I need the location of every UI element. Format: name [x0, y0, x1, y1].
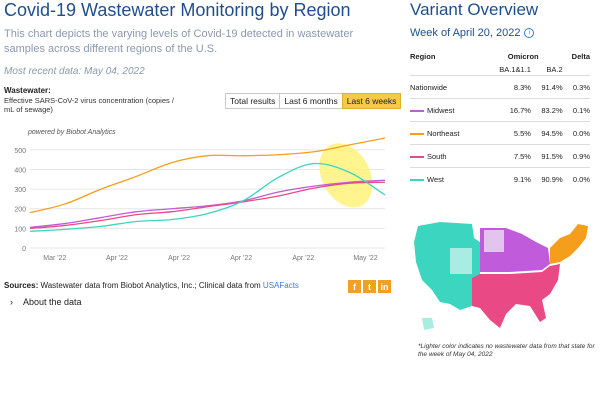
variant-ba2-value: 94.5%	[530, 121, 563, 145]
variant-row: South 7.5% 91.5% 0.9%	[410, 144, 590, 168]
wastewater-label: Wastewater:	[4, 86, 51, 95]
series-line-northeast	[29, 137, 386, 214]
variant-ba1-value: 16.7%	[483, 98, 531, 122]
variant-ba1-value: 7.5%	[483, 144, 531, 168]
chart-series	[29, 137, 386, 232]
variant-ba2-value: 83.2%	[530, 98, 563, 122]
variant-row: West 9.1% 90.9% 0.0%	[410, 167, 590, 190]
map-northeast	[550, 224, 588, 264]
sources-text: Wastewater data from Biobot Analytics, I…	[38, 281, 263, 290]
region-name: Midwest	[427, 105, 455, 115]
powered-by: powered by Biobot Analytics	[28, 129, 116, 136]
series-line-midwest	[29, 179, 386, 229]
x-tick-label: Apr '22	[292, 255, 314, 262]
region-name: Nationwide	[410, 82, 448, 92]
col-region: Region	[410, 52, 436, 61]
x-tick-label: Apr '22	[106, 255, 128, 262]
tab-last-6-months[interactable]: Last 6 months	[279, 93, 343, 109]
x-tick-label: Mar '22	[43, 255, 66, 262]
variant-week: Week of April 20, 2022 i	[410, 27, 535, 39]
variant-region: West	[410, 167, 484, 190]
col-ba1: BA.1&1.1	[499, 64, 531, 74]
chart-description: This chart depicts the varying levels of…	[4, 28, 354, 55]
y-tick-label: 400	[14, 167, 26, 174]
col-delta: Delta	[571, 52, 590, 61]
map-west-light	[450, 248, 472, 274]
about-data-toggle[interactable]: › About the data	[10, 297, 82, 307]
variant-delta-value: 0.9%	[562, 144, 590, 168]
legend-swatch	[410, 155, 424, 158]
map-midwest-light	[484, 230, 504, 252]
region-name: West	[427, 174, 444, 184]
y-tick-label: 300	[14, 187, 26, 194]
y-tick-label: 0	[22, 246, 26, 253]
variant-ba2-value: 91.5%	[530, 144, 563, 168]
variant-ba1-value: 5.5%	[483, 121, 531, 145]
map-west	[414, 222, 480, 310]
linkedin-icon[interactable]: in	[378, 280, 391, 293]
legend-swatch	[410, 132, 424, 135]
y-tick-label: 100	[14, 226, 26, 233]
variant-region: Nationwide	[410, 75, 484, 99]
variant-delta-value: 0.0%	[562, 167, 590, 190]
page-title: Covid-19 Wastewater Monitoring by Region	[4, 0, 351, 20]
variant-delta-value: 0.1%	[562, 98, 590, 122]
variant-region: Northeast	[410, 121, 484, 145]
variant-row: Midwest 16.7% 83.2% 0.1%	[410, 98, 590, 122]
social-share: f t in	[346, 280, 391, 293]
variant-ba1-value: 8.3%	[483, 75, 531, 99]
legend-swatch	[410, 178, 424, 181]
variant-table: Region Omicron Delta BA.1&1.1 BA.2 Natio…	[410, 50, 590, 190]
series-line-south	[29, 181, 386, 230]
col-ba2: BA.2	[546, 64, 563, 74]
chart-grid	[30, 149, 385, 249]
y-tick-label: 500	[14, 148, 26, 155]
variant-ba2-value: 90.9%	[530, 167, 563, 190]
series-line-west	[29, 162, 386, 232]
week-label: Week of April 20, 2022	[410, 27, 521, 39]
col-omicron: Omicron	[507, 52, 539, 61]
variant-row: Northeast 5.5% 94.5% 0.0%	[410, 121, 590, 145]
wastewater-units: Effective SARS-CoV-2 virus concentration…	[4, 96, 174, 114]
recent-data-date: Most recent data: May 04, 2022	[4, 66, 145, 77]
variant-ba2-value: 91.4%	[530, 75, 563, 99]
variant-region: Midwest	[410, 98, 484, 122]
map-hawaii	[422, 318, 434, 330]
usafacts-link[interactable]: USAFacts	[262, 281, 299, 290]
region-name: Northeast	[427, 128, 460, 138]
chevron-right-icon: ›	[10, 297, 13, 307]
range-tabs: Total results Last 6 months Last 6 weeks	[225, 93, 402, 109]
x-tick-label: Apr '22	[168, 255, 190, 262]
map-south	[472, 264, 560, 328]
wastewater-line-chart: 0 100 200 300 400 500 Mar '22 Apr '22 Apr '22 Ap…	[14, 137, 386, 262]
tab-total-results[interactable]: Total results	[225, 93, 281, 109]
variant-row: Nationwide 8.3% 91.4% 0.3%	[410, 75, 590, 99]
x-tick-label: May '22	[353, 255, 377, 262]
map-note: *Lighter color indicates no wastewater d…	[418, 343, 595, 358]
facebook-icon[interactable]: f	[348, 280, 361, 293]
tab-last-6-weeks[interactable]: Last 6 weeks	[341, 93, 402, 109]
sources-prefix: Sources:	[4, 281, 39, 290]
us-region-map	[414, 222, 588, 330]
variant-overview-title: Variant Overview	[410, 0, 539, 19]
highlight-ellipse	[319, 143, 373, 208]
twitter-icon[interactable]: t	[363, 280, 376, 293]
about-data-label: About the data	[23, 297, 82, 307]
x-tick-label: Apr '22	[230, 255, 252, 262]
y-tick-label: 200	[14, 207, 26, 214]
variant-delta-value: 0.0%	[562, 121, 590, 145]
variant-delta-value: 0.3%	[562, 75, 590, 99]
region-name: South	[427, 151, 447, 161]
variant-ba1-value: 9.1%	[483, 167, 531, 190]
chart-highlight	[319, 143, 373, 208]
x-axis-ticks: Mar '22 Apr '22 Apr '22 Apr '22 Apr '22 May '…	[43, 255, 377, 262]
sources-note: Sources: Wastewater data from Biobot Ana…	[4, 281, 299, 290]
info-icon[interactable]: i	[524, 28, 535, 38]
variant-region: South	[410, 144, 484, 168]
legend-swatch	[410, 109, 424, 112]
y-axis-ticks: 0 100 200 300 400 500	[14, 148, 26, 253]
